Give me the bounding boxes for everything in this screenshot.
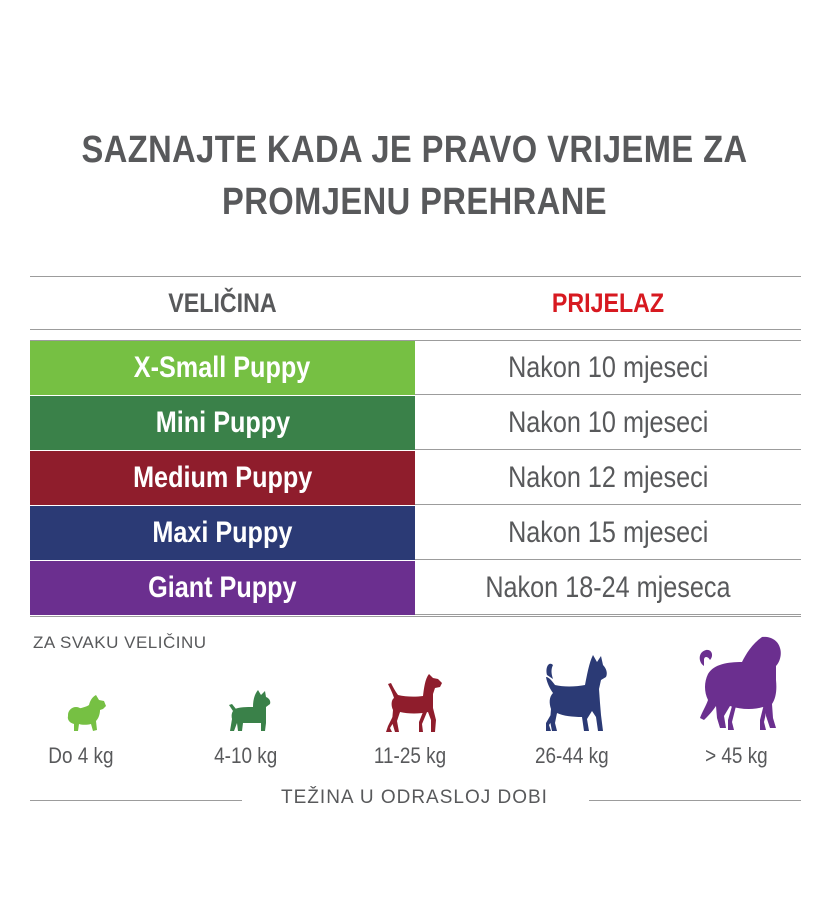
transition-label: Nakon 12 mjeseci xyxy=(507,461,709,494)
column-header-size: VELIČINA xyxy=(168,288,277,318)
title-line-2: PROMJENU PREHRANE xyxy=(221,181,607,223)
weight-text: > 45 kg xyxy=(704,743,768,768)
size-label: Maxi Puppy xyxy=(152,516,293,549)
table-row: Maxi Puppy Nakon 15 mjeseci xyxy=(30,506,801,560)
header-divider-2 xyxy=(30,340,801,341)
table-row: Mini Puppy Nakon 10 mjeseci xyxy=(30,396,801,450)
weight-text: Do 4 kg xyxy=(48,743,114,768)
row-divider xyxy=(415,449,801,450)
weight-text: 4-10 kg xyxy=(214,743,278,768)
size-label: Mini Puppy xyxy=(155,406,290,439)
transition-cell: Nakon 18-24 mjeseca xyxy=(415,561,801,615)
husky-icon xyxy=(546,655,607,731)
header-divider-1 xyxy=(30,329,801,330)
title-line-1: SAZNAJTE KADA JE PRAVO VRIJEME ZA xyxy=(81,129,748,171)
weight-label-xsmall: Do 4 kg xyxy=(11,743,151,769)
row-divider xyxy=(415,559,801,560)
size-label: X-Small Puppy xyxy=(134,351,311,384)
table-row: Medium Puppy Nakon 12 mjeseci xyxy=(30,451,801,505)
size-label: Medium Puppy xyxy=(132,461,313,494)
weight-text: 11-25 kg xyxy=(373,743,447,768)
terrier-icon xyxy=(229,690,271,731)
transition-label: Nakon 10 mjeseci xyxy=(507,406,709,439)
row-divider xyxy=(415,614,801,615)
size-cell: X-Small Puppy xyxy=(30,341,415,395)
column-header-transition: PRIJELAZ xyxy=(551,288,665,318)
weight-label-medium: 11-25 kg xyxy=(340,743,480,769)
page-title: SAZNAJTE KADA JE PRAVO VRIJEME ZA PROMJE… xyxy=(58,124,771,228)
size-cell: Giant Puppy xyxy=(30,561,415,615)
mastiff-icon xyxy=(699,636,781,730)
table-row: X-Small Puppy Nakon 10 mjeseci xyxy=(30,341,801,395)
footer-line-left xyxy=(30,800,242,801)
weight-label-mini: 4-10 kg xyxy=(176,743,316,769)
transition-cell: Nakon 15 mjeseci xyxy=(415,506,801,560)
footer-line-right xyxy=(589,800,801,801)
transition-cell: Nakon 12 mjeseci xyxy=(415,451,801,505)
weight-text: 26-44 kg xyxy=(535,743,609,768)
weight-label-giant: > 45 kg xyxy=(666,743,806,769)
size-cell: Medium Puppy xyxy=(30,451,415,505)
table-row: Giant Puppy Nakon 18-24 mjeseca xyxy=(30,561,801,615)
row-divider xyxy=(415,394,801,395)
caption: ZA SVAKU VELIČINU xyxy=(33,633,207,652)
table-bottom-divider xyxy=(30,616,801,617)
footer-caption: TEŽINA U ODRASLOJ DOBI xyxy=(281,787,548,808)
transition-cell: Nakon 10 mjeseci xyxy=(415,341,801,395)
row-divider xyxy=(415,504,801,505)
size-cell: Maxi Puppy xyxy=(30,506,415,560)
transition-label: Nakon 10 mjeseci xyxy=(507,351,709,384)
size-label: Giant Puppy xyxy=(148,571,297,604)
table-top-divider xyxy=(30,276,801,277)
transition-label: Nakon 18-24 mjeseca xyxy=(485,571,731,604)
medium-dog-icon xyxy=(386,674,442,732)
size-cell: Mini Puppy xyxy=(30,396,415,450)
weight-label-maxi: 26-44 kg xyxy=(502,743,642,769)
transition-label: Nakon 15 mjeseci xyxy=(507,516,709,549)
transition-cell: Nakon 10 mjeseci xyxy=(415,396,801,450)
pomeranian-icon xyxy=(67,695,106,731)
